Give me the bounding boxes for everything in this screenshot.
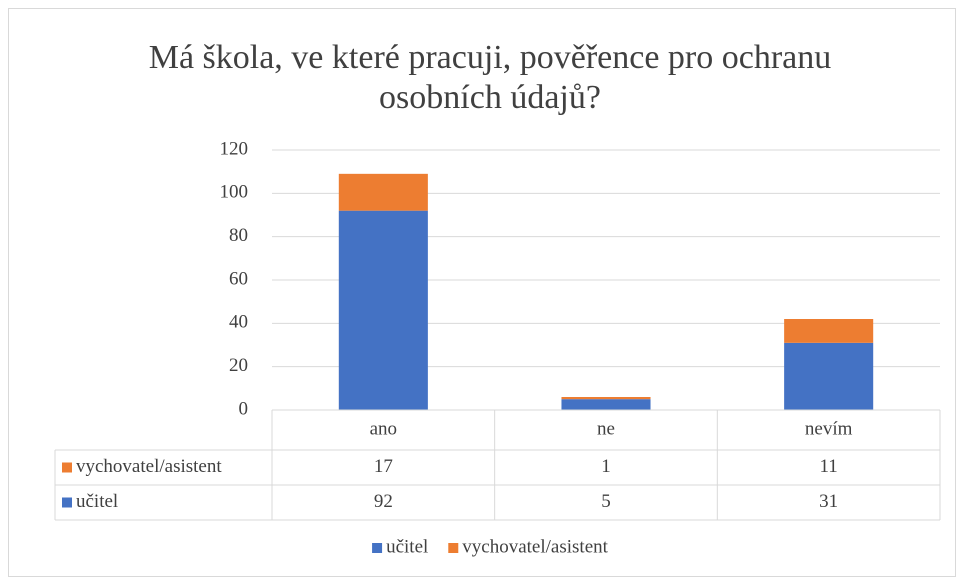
table-value: 1 [601,456,611,477]
x-tick-label: ano [370,418,397,439]
table-row-label: vychovatel/asistent [76,456,222,477]
legend-key [62,497,72,508]
bar [561,397,651,400]
y-tick-label: 20 [229,355,248,376]
bar [338,173,428,211]
table-value: 11 [820,456,838,477]
bar [784,319,874,343]
y-tick-label: 100 [220,182,249,203]
legend-label: učitel [386,536,428,557]
legend-key [448,543,459,553]
legend-label: vychovatel/asistent [462,536,608,557]
y-tick-label: 60 [229,268,248,289]
y-tick-label: 80 [229,225,248,246]
chart-title: Má škola, ve které pracuji, pověřence pr… [149,39,832,76]
legend-key [372,543,383,553]
y-tick-label: 120 [220,138,249,159]
table-value: 17 [374,456,393,477]
y-tick-label: 40 [229,312,248,333]
table-value: 92 [374,491,393,512]
x-tick-label: nevím [805,418,853,439]
y-tick-label: 0 [239,398,249,419]
bar [338,210,428,410]
chart-title: osobních údajů? [379,79,601,116]
legend-key [62,462,72,473]
table-value: 31 [819,491,838,512]
x-tick-label: ne [597,418,615,439]
bar [784,342,874,410]
chart-border [8,8,956,577]
table-value: 5 [601,491,611,512]
bar [561,399,651,410]
table-row-label: učitel [76,491,118,512]
